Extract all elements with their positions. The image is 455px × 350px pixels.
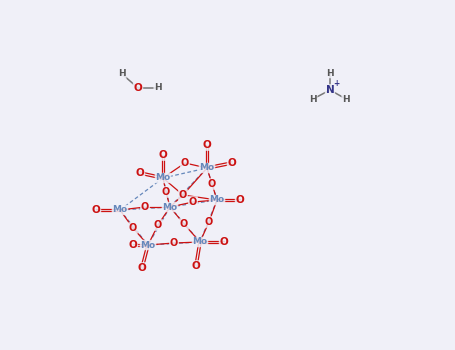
Text: O: O <box>162 187 170 197</box>
Text: Mo: Mo <box>199 163 215 173</box>
Text: H: H <box>154 84 162 92</box>
Text: H: H <box>309 94 317 104</box>
Text: O: O <box>189 197 197 207</box>
Text: O: O <box>170 238 178 248</box>
Text: O: O <box>129 223 137 233</box>
Text: Mo: Mo <box>156 174 171 182</box>
Text: O: O <box>192 261 200 271</box>
Text: O: O <box>141 202 149 212</box>
Text: O: O <box>208 179 216 189</box>
Text: H: H <box>118 70 126 78</box>
Text: O: O <box>91 205 101 215</box>
Text: O: O <box>180 219 188 229</box>
Text: Mo: Mo <box>112 205 127 215</box>
Text: Mo: Mo <box>192 238 207 246</box>
Text: O: O <box>202 140 212 150</box>
Text: O: O <box>134 83 142 93</box>
Text: H: H <box>326 69 334 77</box>
Text: O: O <box>228 158 237 168</box>
Text: Mo: Mo <box>141 240 156 250</box>
Text: O: O <box>137 263 147 273</box>
Text: H: H <box>342 94 350 104</box>
Text: O: O <box>136 168 144 178</box>
Text: O: O <box>181 158 189 168</box>
Text: Mo: Mo <box>209 196 225 204</box>
Text: N: N <box>326 85 334 95</box>
Text: O: O <box>159 150 167 160</box>
Text: O: O <box>179 190 187 200</box>
Text: O: O <box>236 195 244 205</box>
Text: O: O <box>154 220 162 230</box>
Text: O: O <box>205 217 213 227</box>
Text: O: O <box>220 237 228 247</box>
Text: Mo: Mo <box>162 203 177 211</box>
Text: O: O <box>129 240 137 250</box>
Text: +: + <box>333 79 339 89</box>
